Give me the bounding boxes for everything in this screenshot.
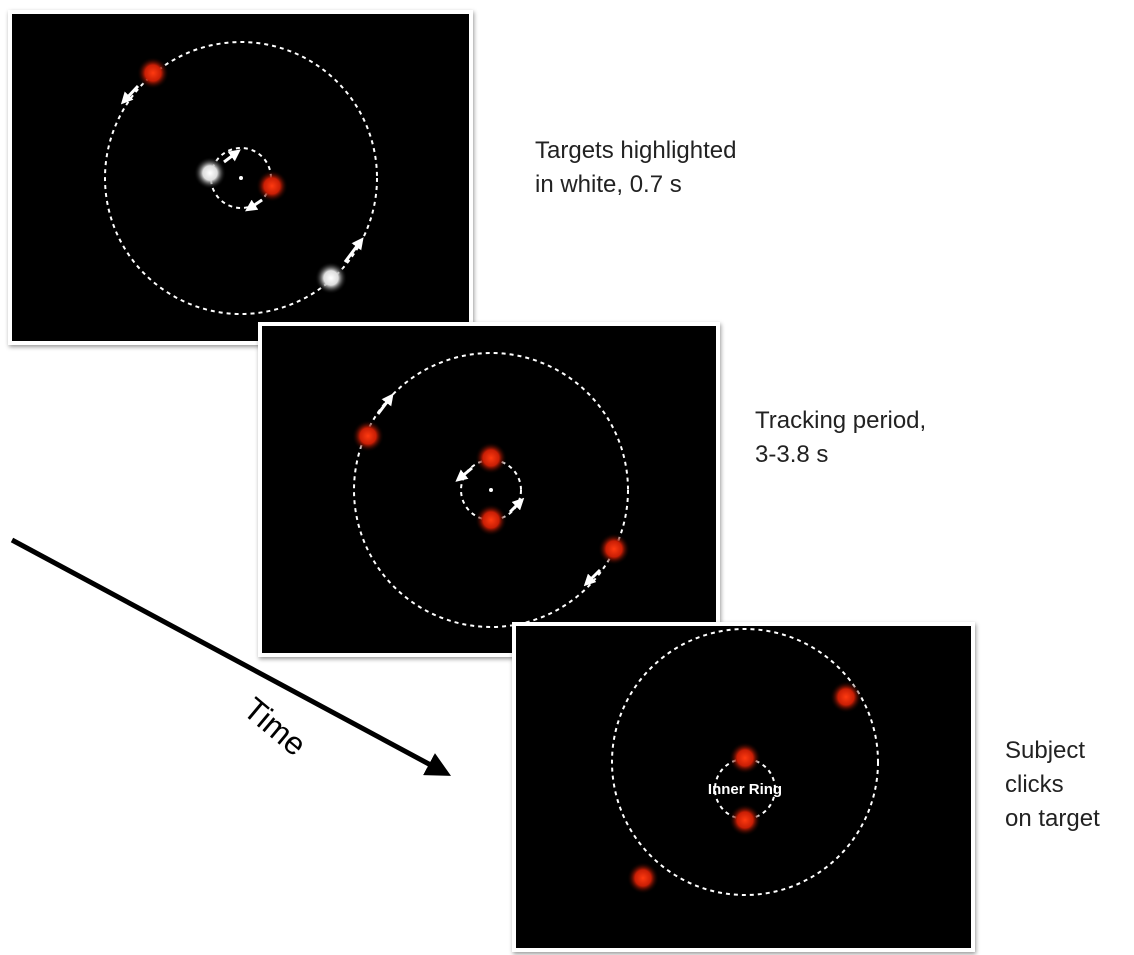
- motion-arrow: [455, 466, 473, 482]
- panel-2: [258, 322, 720, 657]
- panel-1: [8, 10, 473, 345]
- time-arrow: [10, 537, 452, 776]
- red-ball: [256, 170, 288, 202]
- red-ball: [352, 420, 384, 452]
- panel-3: Inner Ring: [512, 622, 975, 952]
- inner-ring: [460, 459, 522, 521]
- motion-arrow: [508, 497, 525, 514]
- motion-arrow: [376, 393, 394, 415]
- caption-line: Targets highlighted: [535, 137, 736, 164]
- red-ball: [627, 862, 659, 894]
- caption: Tracking period, 3-3.8 s: [755, 407, 926, 468]
- caption-line: clicks: [1005, 771, 1064, 798]
- caption: Targets highlighted in white, 0.7 s: [535, 137, 736, 198]
- panel-frame: [258, 322, 720, 657]
- red-ball: [729, 804, 761, 836]
- red-ball: [475, 442, 507, 474]
- motion-arrow: [343, 237, 364, 263]
- motion-arrow: [223, 149, 241, 164]
- caption-line: Subject: [1005, 737, 1085, 764]
- red-ball: [598, 533, 630, 565]
- motion-arrow: [245, 198, 263, 212]
- white-ball: [194, 157, 226, 189]
- red-ball: [475, 504, 507, 536]
- motion-arrow: [583, 568, 602, 587]
- caption-line: 3-3.8 s: [755, 441, 828, 468]
- caption-line: Tracking period,: [755, 407, 926, 434]
- outer-ring: [104, 41, 378, 315]
- caption-line: on target: [1005, 805, 1100, 832]
- motion-arrow: [120, 84, 140, 105]
- fixation: [239, 176, 243, 180]
- outer-ring: [611, 628, 879, 896]
- red-ball: [830, 681, 862, 713]
- white-ball: [315, 262, 347, 294]
- caption-line: in white, 0.7 s: [535, 171, 682, 198]
- time-label: Time: [237, 690, 314, 763]
- red-ball: [729, 742, 761, 774]
- inner-ring: [714, 758, 776, 820]
- outer-ring: [353, 352, 629, 628]
- caption: Subject clicks on target: [1005, 737, 1100, 832]
- red-ball: [137, 57, 169, 89]
- inner-ring-label: Inner Ring: [708, 781, 782, 798]
- fixation: [489, 488, 493, 492]
